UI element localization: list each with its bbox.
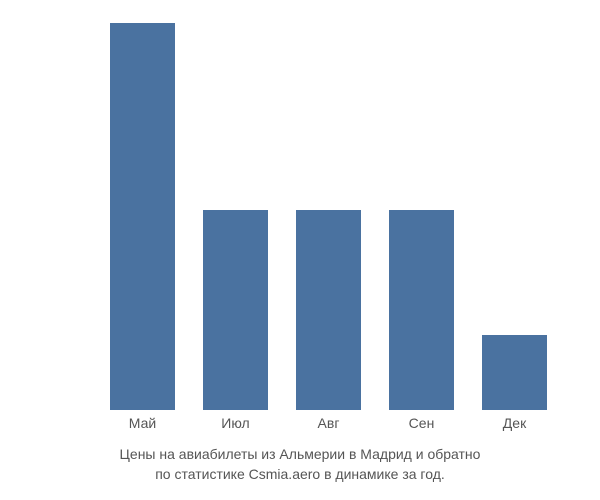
x-tick-label: Май <box>129 415 156 431</box>
x-tick-label: Авг <box>318 415 340 431</box>
bar <box>110 23 175 411</box>
bars-layer <box>90 10 580 410</box>
caption-line-2: по статистике Csmia.aero в динамике за г… <box>10 465 590 485</box>
bar <box>203 210 268 410</box>
chart-caption: Цены на авиабилеты из Альмерии в Мадрид … <box>0 445 600 484</box>
plot-area <box>90 10 580 410</box>
x-tick-label: Дек <box>503 415 526 431</box>
x-tick-label: Июл <box>221 415 249 431</box>
x-tick-label: Сен <box>409 415 435 431</box>
caption-line-1: Цены на авиабилеты из Альмерии в Мадрид … <box>10 445 590 465</box>
bar <box>296 210 361 410</box>
bar <box>482 335 547 410</box>
bar <box>389 210 454 410</box>
